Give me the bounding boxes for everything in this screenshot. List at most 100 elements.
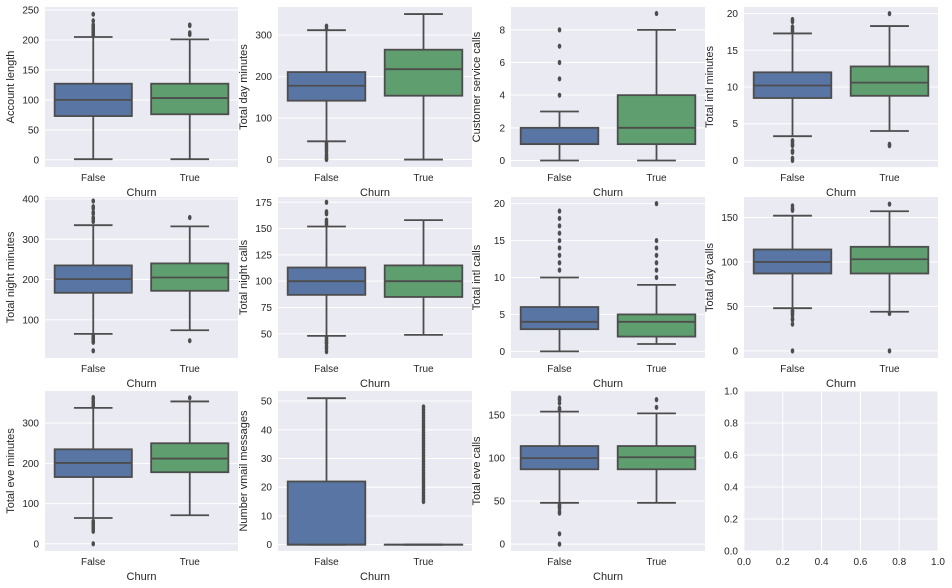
subplot-9: 0 100 200 300 False True Churn Total eve minute… [5, 391, 238, 583]
box-true [150, 395, 230, 517]
x-tick-label: False [314, 173, 339, 184]
outlier-point [91, 541, 96, 547]
outlier-point [557, 27, 562, 33]
outlier-point [557, 237, 562, 244]
outlier-point [887, 201, 892, 207]
y-tick-label: 1.0 [724, 387, 738, 398]
y-tick-label: 10 [727, 83, 739, 94]
subplot-8: 0 50 100 150 False True Churn Total day calls [704, 197, 938, 390]
outlier-point [557, 208, 562, 214]
y-axis-label: Total day minutes [238, 44, 250, 130]
box-true [150, 214, 230, 344]
outlier-point [324, 140, 329, 146]
x-tick-label: True [646, 557, 667, 568]
x-tick-label: False [547, 173, 572, 184]
y-tick-label: 200 [22, 35, 39, 46]
x-tick-label: True [413, 173, 434, 184]
box-false [286, 23, 367, 163]
x-tick-label: True [413, 364, 434, 375]
x-axis-label: Churn [593, 378, 623, 390]
subplot-2: 0 100 200 300 False True Churn Total day minute… [238, 7, 472, 199]
y-tick-label: 100 [22, 95, 39, 106]
y-axis-label: Number vmail messages [238, 410, 250, 532]
y-tick-label: 8 [499, 25, 505, 36]
subplot-11: 0 50 100 150 False True Churn Total eve calls [471, 391, 705, 583]
y-axis-label: Total intl minutes [704, 46, 716, 128]
subplot-5: 100 200 300 400 False True Churn Total night mi… [5, 195, 238, 390]
outlier-point [654, 267, 659, 273]
outlier-point [790, 203, 795, 209]
x-tick-label: 0.0 [737, 557, 751, 568]
y-tick-label: 15 [494, 236, 506, 247]
box-true [383, 13, 464, 161]
y-axis-label: Total eve calls [471, 436, 483, 506]
outlier-point [91, 198, 96, 204]
y-tick-label: 100 [721, 257, 738, 268]
plot-background [511, 391, 705, 551]
outlier-point [557, 76, 562, 82]
outlier-point [790, 308, 795, 314]
outlier-point [324, 217, 329, 223]
y-tick-label: 100 [488, 454, 505, 465]
x-axis-label: Churn [826, 378, 856, 390]
outlier-point [790, 148, 795, 154]
y-axis-label: Total intl calls [471, 244, 483, 310]
y-tick-label: 0.8 [724, 419, 738, 430]
outlier-point [557, 252, 562, 258]
outlier-point [557, 541, 562, 547]
y-tick-label: 0.6 [724, 451, 738, 462]
y-tick-label: 125 [255, 250, 272, 261]
y-tick-label: 400 [22, 195, 39, 206]
y-tick-label: 0 [266, 155, 272, 166]
outlier-point [654, 274, 659, 281]
x-tick-label: True [180, 173, 201, 184]
y-axis-label: Total night minutes [5, 231, 17, 323]
subplot-6: 50 75 100 125 150 175 False True Churn Total nigh… [238, 197, 472, 390]
x-tick-label: False [547, 364, 572, 375]
y-axis-label: Customer service calls [471, 31, 483, 142]
y-tick-label: 20 [494, 199, 506, 210]
y-tick-label: 150 [488, 411, 505, 422]
x-axis-label: Churn [360, 571, 390, 583]
y-tick-label: 300 [255, 31, 272, 42]
outlier-point [557, 395, 562, 401]
outlier-point [557, 245, 562, 251]
outlier-point [790, 348, 795, 354]
outlier-point [654, 245, 659, 251]
y-tick-label: 100 [255, 114, 272, 125]
plot-background [744, 391, 938, 551]
x-tick-label: True [180, 557, 201, 568]
outlier-point [790, 24, 795, 30]
y-tick-label: 75 [261, 303, 273, 314]
x-tick-label: 0.6 [853, 557, 867, 568]
outlier-point [654, 237, 659, 244]
y-tick-label: 5 [732, 119, 738, 130]
y-tick-label: 250 [22, 5, 39, 16]
box-true [616, 397, 697, 504]
outlier-point [91, 214, 96, 221]
iqr-box [616, 94, 697, 146]
x-axis-label: Churn [360, 378, 390, 390]
y-tick-label: 0 [266, 540, 272, 551]
outlier-point [187, 338, 192, 344]
box-true [383, 404, 464, 546]
x-axis-label: Churn [127, 187, 157, 199]
outlier-point [324, 199, 329, 205]
box-false [519, 395, 600, 547]
outlier-point [557, 43, 562, 49]
y-tick-label: 0 [732, 156, 738, 167]
x-tick-label: 0.4 [815, 557, 829, 568]
y-tick-label: 2 [499, 123, 505, 134]
x-tick-label: True [180, 364, 201, 375]
subplot-10: 0 10 20 30 40 50 False True Churn Number vmail me… [238, 391, 472, 583]
outlier-point [654, 397, 659, 403]
x-tick-label: True [879, 173, 900, 184]
box-false [752, 203, 833, 354]
y-tick-label: 50 [261, 397, 273, 408]
x-tick-label: False [314, 557, 339, 568]
box-false [53, 394, 133, 547]
plot-background [744, 197, 938, 358]
y-tick-label: 20 [727, 9, 739, 20]
x-tick-label: 0.2 [776, 557, 790, 568]
outlier-point [790, 316, 795, 322]
